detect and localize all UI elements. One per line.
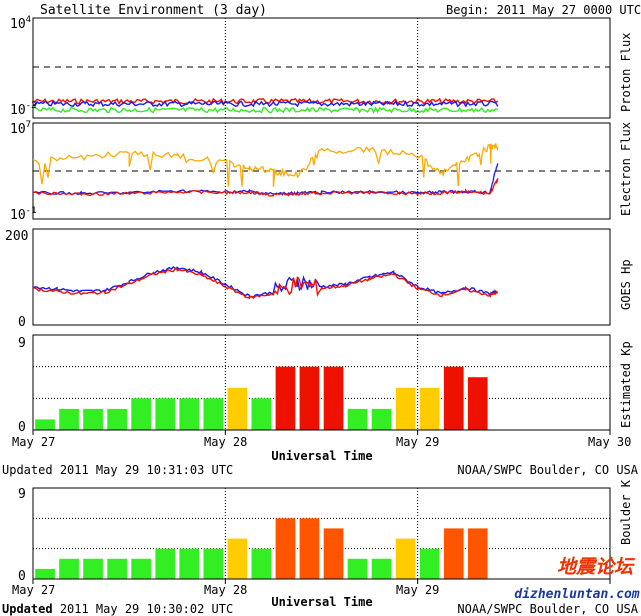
begin-label: Begin: 2011 May 27 0000 UTC — [446, 3, 641, 17]
goes-ymin-label: 0 — [18, 315, 26, 330]
credit-1: NOAA/SWPC Boulder, CO USA — [457, 463, 638, 477]
kp-bar — [443, 366, 464, 430]
kp-bar — [131, 398, 151, 430]
credit-2: NOAA/SWPC Boulder, CO USA — [457, 602, 638, 616]
bk-bar — [299, 518, 320, 579]
kp-bar — [155, 398, 176, 430]
kp-bar — [107, 408, 127, 430]
watermark-cn: 地震论坛 — [557, 556, 636, 578]
bk-bar — [59, 558, 79, 579]
goes-hp-label: GOES Hp — [619, 259, 633, 310]
kp-bar — [35, 419, 55, 430]
proton-ymin-label: 10-2 — [10, 101, 37, 118]
bk-bar — [35, 568, 55, 579]
electron-panel: 107 10-1 Electron Flux — [10, 120, 633, 223]
bk-bar — [275, 518, 296, 579]
day-label-may28: May 28 — [204, 435, 247, 449]
boulder-k-label: Boulder K — [619, 479, 633, 545]
watermark: 地震论坛 dizhenluntan.com — [514, 556, 639, 602]
proton-series-green — [32, 106, 499, 115]
goes-ymax-label: 200 — [5, 229, 28, 244]
bk-bar — [371, 558, 392, 579]
bk-bar — [107, 558, 127, 579]
updated-2: Updated 2011 May 29 10:30:02 UTC — [2, 602, 233, 616]
electron-series-gold — [32, 142, 499, 187]
bk-bar — [443, 528, 464, 579]
electron-ymax-label: 107 — [10, 120, 31, 137]
goes-hp-panel: 200 0 GOES Hp — [5, 228, 633, 330]
kp-panel: 9 0 Estimated Kp — [18, 334, 633, 435]
proton-series-red — [32, 97, 499, 106]
kp-bar — [467, 377, 488, 430]
plot-title: Satellite Environment (3 day) — [40, 3, 267, 18]
bk-bar — [179, 548, 200, 579]
bk-bar — [467, 528, 488, 579]
kp-bar — [203, 398, 224, 430]
kp-bar — [299, 366, 320, 430]
bk-bar — [251, 548, 272, 579]
kp-bar — [323, 366, 344, 430]
day-label-may30: May 30 — [588, 435, 631, 449]
boulder-k-panel: 9 0 Boulder K — [18, 479, 633, 584]
proton-panel: 104 10-2 Proton Flux — [10, 15, 633, 119]
bk-bar — [203, 548, 224, 579]
bk-ymax-label: 9 — [18, 487, 26, 502]
electron-series-red — [32, 178, 499, 197]
bk-bar — [155, 548, 176, 579]
bk-bar — [131, 558, 151, 579]
bk-bar — [83, 558, 103, 579]
bk-bar — [323, 528, 344, 579]
kp-bar — [227, 387, 248, 430]
electron-ymin-label: 10-1 — [10, 206, 37, 223]
estimated-kp-label: Estimated Kp — [619, 341, 633, 428]
electron-flux-label: Electron Flux — [619, 122, 633, 216]
bk-bar — [227, 538, 248, 579]
proton-ymax-label: 104 — [10, 15, 31, 32]
day-label-may27: May 27 — [12, 435, 55, 449]
bk-day-label-may28: May 28 — [204, 583, 247, 597]
bk-x-axis-label: Universal Time — [271, 595, 372, 609]
proton-flux-label: Proton Flux — [619, 33, 633, 112]
kp-bar — [179, 398, 200, 430]
kp-bar — [275, 366, 296, 430]
bk-day-label-may29: May 29 — [396, 583, 439, 597]
kp-bar — [419, 387, 440, 430]
kp-bar — [59, 408, 79, 430]
bk-bar — [419, 548, 440, 579]
x-axis-label: Universal Time — [271, 449, 372, 463]
goes-series-red — [32, 267, 498, 300]
bk-bar — [395, 538, 416, 579]
updated-1: Updated 2011 May 29 10:31:03 UTC — [2, 463, 233, 477]
bk-ymin-label: 0 — [18, 569, 26, 584]
kp-bar — [83, 408, 103, 430]
kp-ymin-label: 0 — [18, 420, 26, 435]
bk-bar — [347, 558, 368, 579]
proton-series-blue — [32, 100, 499, 108]
kp-bar — [347, 408, 368, 430]
goes-series-blue — [32, 265, 498, 298]
electron-series-blue — [32, 163, 499, 196]
kp-bar — [251, 398, 272, 430]
bk-day-label-may27: May 27 — [12, 583, 55, 597]
kp-bar — [371, 408, 392, 430]
day-label-may29: May 29 — [396, 435, 439, 449]
kp-ymax-label: 9 — [18, 336, 26, 351]
kp-bar — [395, 387, 416, 430]
watermark-url: dizhenluntan.com — [514, 587, 639, 602]
